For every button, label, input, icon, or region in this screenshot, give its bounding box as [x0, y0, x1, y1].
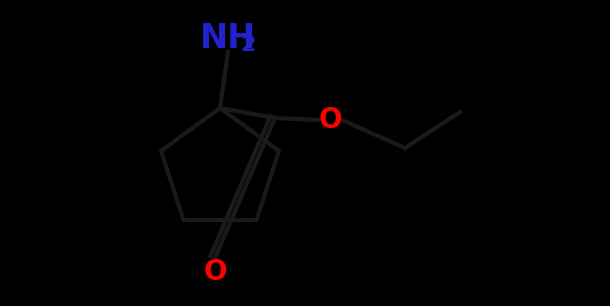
Text: NH: NH — [200, 21, 256, 54]
Text: O: O — [203, 258, 227, 286]
Text: 2: 2 — [240, 35, 256, 55]
Text: O: O — [318, 106, 342, 134]
